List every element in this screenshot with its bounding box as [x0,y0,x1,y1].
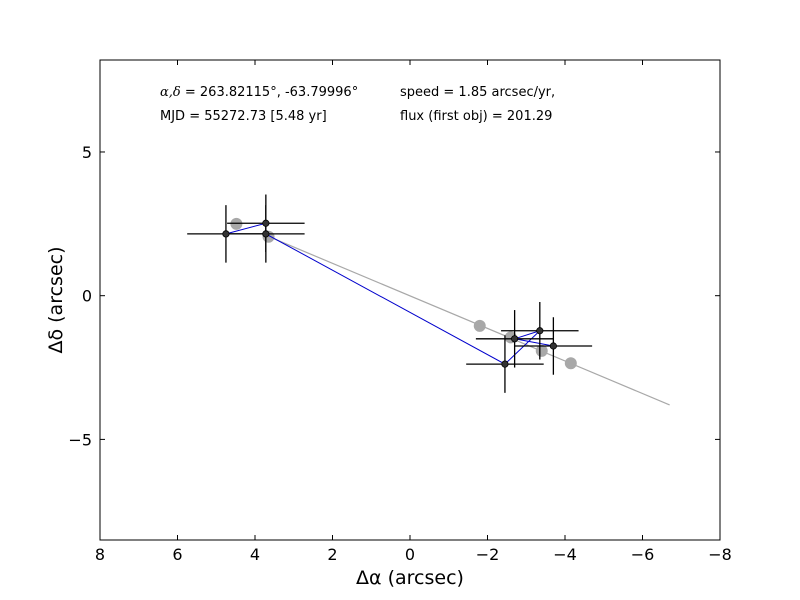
x-tick-label: −8 [708,545,732,564]
observed-point [549,342,557,350]
x-tick-label: −6 [631,545,655,564]
ticks: 8 6 4 2 0 −2 −4 −6 −8 5 0 −5 [68,60,732,564]
x-axis-label: Δα (arcsec) [356,567,464,589]
x-tick-label: 2 [327,545,337,564]
x-tick-label: −2 [476,545,500,564]
plot-area [187,194,670,406]
x-tick-label: 8 [95,545,105,564]
observed-point [262,219,270,227]
y-tick-label: −5 [68,430,92,449]
model-point [564,357,577,370]
x-tick-label: 6 [172,545,182,564]
model-point [473,319,486,332]
annotation-speed: speed = 1.85 arcsec/yr, [400,85,555,100]
observed-point [536,327,544,335]
annotation-flux: flux (first obj) = 201.29 [400,109,552,124]
model-point [535,344,548,357]
observed-point [501,360,509,368]
observed-point [511,335,519,343]
x-tick-label: 4 [250,545,260,564]
annotation-coordinates-value: = 263.82115°, -63.79996° [181,85,358,100]
annotation-coordinates: α,δ = 263.82115°, -63.79996° [160,85,358,100]
motion-track-line [265,234,670,406]
observed-point [222,230,230,238]
y-tick-label: 5 [82,143,92,162]
x-tick-label: 0 [405,545,415,564]
y-axis-label: Δδ (arcsec) [45,246,67,353]
x-tick-label: −4 [553,545,577,564]
annotation-mjd: MJD = 55272.73 [5.48 yr] [160,109,327,124]
observed-point [262,230,270,238]
annotation-coordinates-symbol: α,δ [160,85,181,100]
y-tick-label: 0 [82,287,92,306]
